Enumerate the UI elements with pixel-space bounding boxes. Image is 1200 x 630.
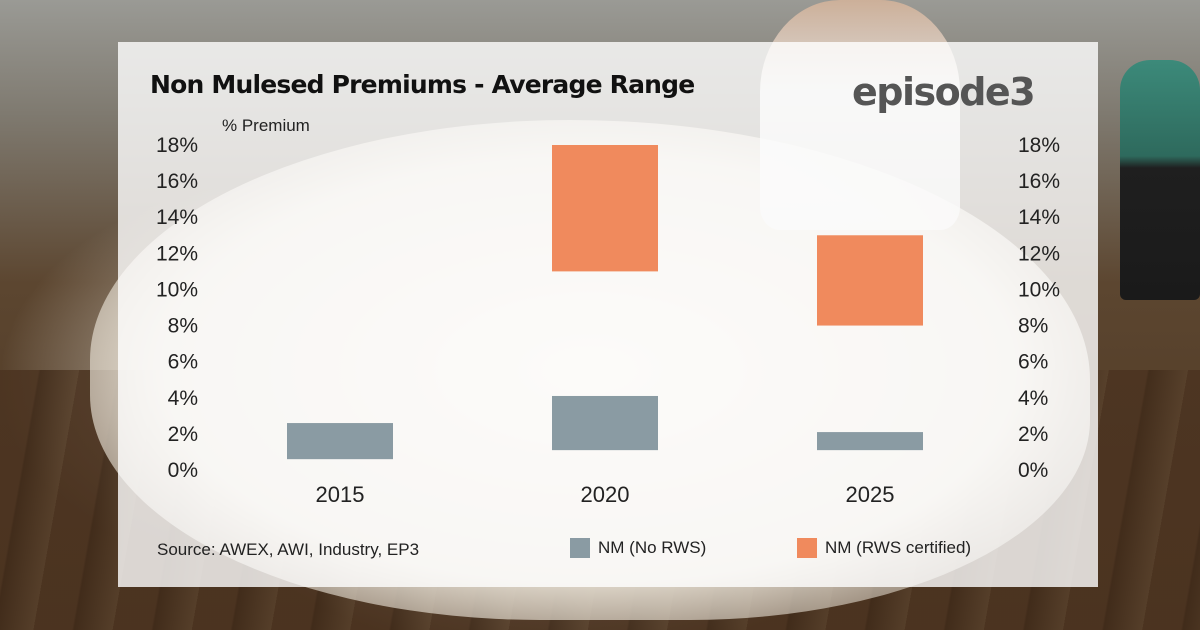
y-tick-label-left: 12%	[156, 242, 198, 265]
legend-item-rws-certified: NM (RWS certified)	[797, 538, 971, 558]
legend-item-no-rws: NM (No RWS)	[570, 538, 706, 558]
legend-label-rws-certified: NM (RWS certified)	[825, 538, 972, 557]
bar-rws-certified-2025	[817, 235, 923, 326]
y-tick-label-left: 18%	[156, 134, 198, 157]
y-tick-label-left: 0%	[168, 459, 198, 482]
y-tick-label-right: 2%	[1018, 423, 1048, 446]
background-man	[1120, 60, 1200, 300]
legend-swatch-rws-certified	[797, 538, 817, 558]
y-tick-label-left: 16%	[156, 170, 198, 193]
y-tick-label-left: 8%	[168, 315, 198, 338]
brand-logo: episode3	[852, 70, 1036, 114]
legend-swatch-no-rws	[570, 538, 590, 558]
x-category-label: 2015	[316, 482, 365, 507]
y-tick-label-right: 6%	[1018, 351, 1048, 374]
y-tick-label-left: 6%	[168, 351, 198, 374]
y-tick-label-right: 12%	[1018, 242, 1060, 265]
source-note: Source: AWEX, AWI, Industry, EP3	[157, 540, 420, 559]
x-category-label: 2020	[581, 482, 630, 507]
bar-no-rws-2020	[552, 395, 658, 451]
y-tick-label-right: 16%	[1018, 170, 1060, 193]
y-axis-title: % Premium	[222, 116, 310, 135]
y-tick-label-right: 4%	[1018, 387, 1048, 410]
legend-label-no-rws: NM (No RWS)	[598, 538, 707, 557]
y-tick-label-left: 2%	[168, 423, 198, 446]
chart-title: Non Mulesed Premiums - Average Range	[150, 70, 695, 99]
y-tick-label-left: 10%	[156, 278, 198, 301]
y-tick-label-right: 14%	[1018, 206, 1060, 229]
bar-no-rws-2025	[817, 432, 923, 451]
y-tick-label-right: 10%	[1018, 278, 1060, 301]
y-tick-label-right: 18%	[1018, 134, 1060, 157]
y-tick-label-left: 4%	[168, 387, 198, 410]
x-category-label: 2025	[846, 482, 895, 507]
y-tick-label-right: 8%	[1018, 315, 1048, 338]
bar-no-rws-2015	[287, 423, 393, 460]
bar-rws-certified-2020	[552, 145, 658, 272]
chart-panel	[118, 42, 1098, 587]
y-tick-label-left: 14%	[156, 206, 198, 229]
y-tick-label-right: 0%	[1018, 459, 1048, 482]
